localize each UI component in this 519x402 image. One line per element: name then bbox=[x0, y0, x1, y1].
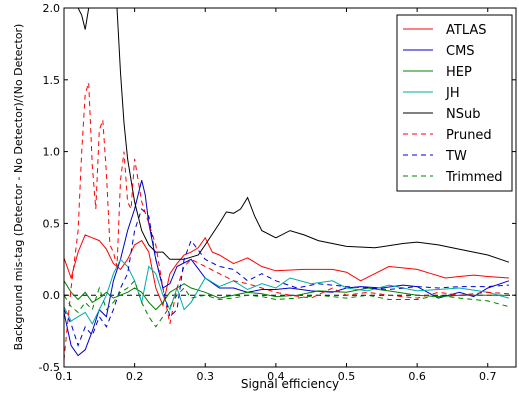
y-tick-label: 2.0 bbox=[43, 2, 61, 15]
legend: ATLAS CMS HEP JH NSub Pruned TW Trimmed bbox=[396, 14, 513, 192]
legend-label-cms: CMS bbox=[446, 44, 475, 59]
legend-label-pruned: Pruned bbox=[446, 128, 492, 143]
series-line-jh bbox=[64, 258, 510, 325]
x-tick-label: 0.2 bbox=[126, 370, 144, 383]
y-tick-label: 1.5 bbox=[43, 74, 61, 87]
y-axis-label: Background mis-tag (Detector - No Detect… bbox=[12, 24, 25, 351]
y-tick-label: 1.0 bbox=[43, 146, 61, 159]
series-line-cms bbox=[64, 180, 510, 357]
legend-label-trimmed: Trimmed bbox=[445, 170, 503, 185]
series-line-trimmed bbox=[64, 279, 510, 328]
legend-label-jh: JH bbox=[445, 86, 460, 101]
series-line-tw bbox=[64, 208, 509, 348]
x-tick-label: 0.1 bbox=[55, 370, 73, 383]
legend-label-atlas: ATLAS bbox=[446, 23, 487, 38]
y-tick-label: -0.5 bbox=[39, 361, 60, 374]
x-tick-label: 0.3 bbox=[197, 370, 215, 383]
legend-box bbox=[396, 14, 513, 192]
legend-label-hep: HEP bbox=[446, 65, 472, 80]
x-axis-label: Signal efficiency bbox=[241, 377, 339, 391]
series-line-nsub bbox=[77, 8, 510, 263]
y-tick-label: 0.5 bbox=[43, 217, 61, 230]
x-tick-label: 0.5 bbox=[338, 370, 356, 383]
y-axis: -0.5 0.0 0.5 1.0 1.5 2.0 bbox=[39, 2, 516, 374]
plot-frame bbox=[63, 7, 517, 368]
x-tick-label: 0.7 bbox=[479, 370, 497, 383]
series-group bbox=[64, 8, 510, 360]
legend-label-tw: TW bbox=[445, 149, 467, 164]
x-axis: 0.1 0.2 0.3 0.4 0.5 0.6 0.7 bbox=[55, 8, 497, 383]
x-tick-label: 0.6 bbox=[408, 370, 426, 383]
legend-label-nsub: NSub bbox=[446, 107, 480, 122]
y-tick-label: 0.0 bbox=[43, 289, 61, 302]
x-tick-label: 0.4 bbox=[267, 370, 285, 383]
series-line-atlas bbox=[64, 234, 509, 307]
series-line-pruned bbox=[64, 82, 509, 360]
